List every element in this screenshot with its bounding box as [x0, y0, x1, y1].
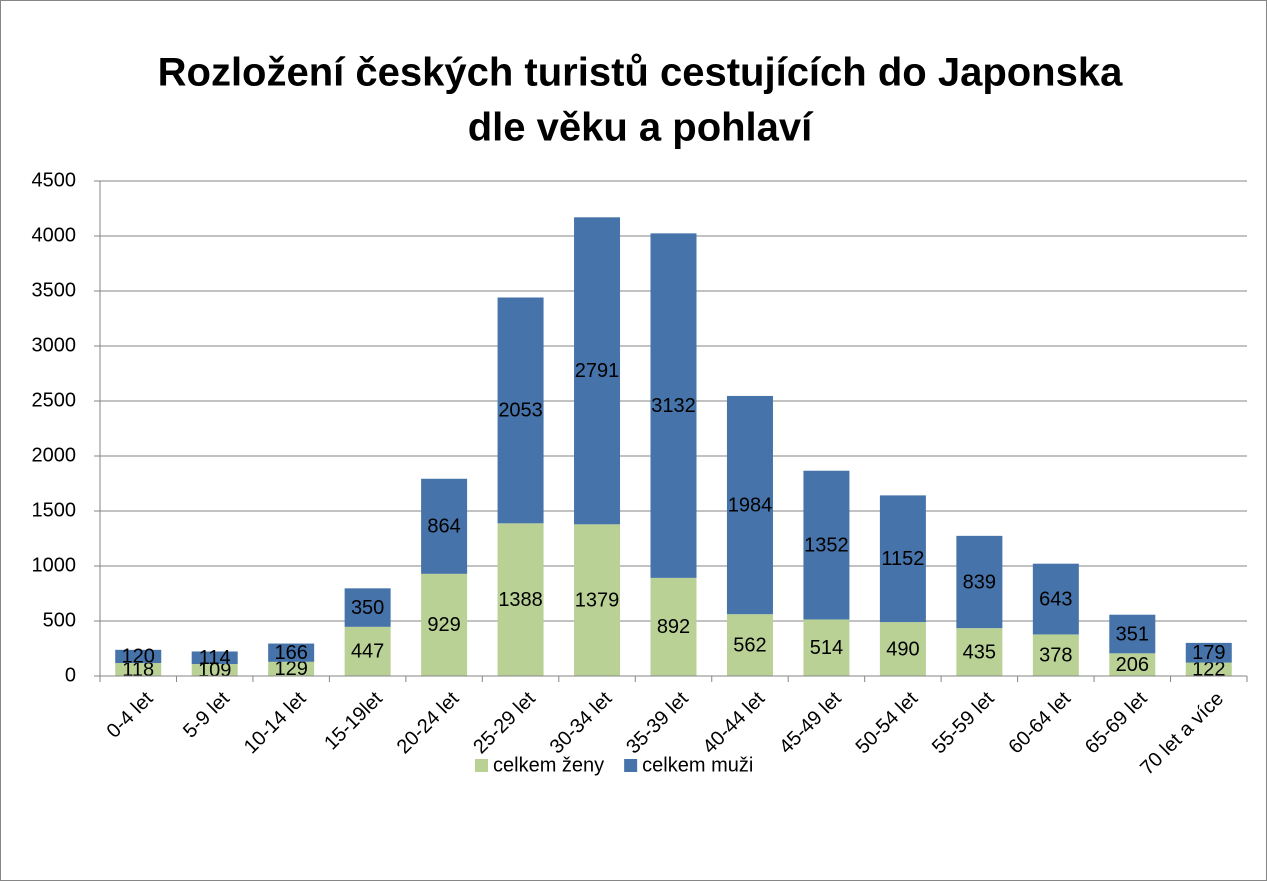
- bar: [650, 577, 697, 676]
- bar: [191, 664, 238, 676]
- data-label: 435: [963, 641, 996, 663]
- y-tick-label: 3500: [32, 279, 77, 301]
- y-tick-label: 3000: [32, 334, 77, 356]
- bar: [268, 661, 315, 676]
- legend-label: celkem ženy: [493, 754, 604, 776]
- data-label: 1152: [881, 548, 924, 570]
- data-label: 122: [1192, 659, 1225, 681]
- legend-swatch: [475, 759, 488, 772]
- data-label: 514: [810, 637, 843, 659]
- data-label: 1352: [804, 534, 849, 556]
- data-label: 839: [963, 571, 996, 593]
- bar: [1109, 653, 1156, 676]
- bar: [115, 649, 162, 664]
- bar: [268, 643, 315, 662]
- bar: [879, 622, 926, 676]
- bar: [497, 523, 544, 676]
- chart-title: dle věku a pohlaví: [468, 106, 814, 150]
- data-label: 179: [1192, 642, 1225, 664]
- bar: [191, 651, 238, 665]
- data-label: 114: [199, 647, 231, 669]
- data-label: 562: [733, 634, 766, 656]
- bar: [803, 619, 850, 676]
- data-label: 1984: [728, 494, 773, 516]
- bar: [1032, 563, 1079, 635]
- data-label: 929: [427, 614, 460, 636]
- y-tick-label: 1000: [32, 554, 77, 576]
- bar: [803, 470, 850, 620]
- data-label: 1379: [575, 589, 620, 611]
- data-label: 892: [657, 616, 690, 638]
- data-label: 378: [1039, 644, 1072, 666]
- data-label: 864: [427, 516, 460, 538]
- bar: [344, 588, 391, 627]
- data-label: 1388: [498, 589, 543, 611]
- bar: [115, 663, 162, 676]
- legend-swatch: [624, 759, 638, 772]
- y-tick-label: 500: [43, 609, 76, 631]
- bar: [421, 478, 468, 574]
- data-label: 643: [1039, 588, 1072, 610]
- data-label: 350: [351, 597, 384, 619]
- bar: [726, 614, 773, 676]
- data-label: 166: [274, 642, 307, 664]
- y-tick-label: 0: [65, 664, 76, 686]
- bar: [574, 524, 621, 676]
- bar: [650, 233, 697, 578]
- legend-label: celkem muži: [642, 754, 753, 776]
- bar: [574, 217, 621, 525]
- bar: [1185, 642, 1232, 663]
- bar: [956, 535, 1003, 629]
- y-tick-label: 2500: [32, 389, 77, 411]
- data-label: 447: [351, 641, 384, 663]
- data-label: 118: [122, 659, 154, 681]
- data-label: 490: [886, 638, 919, 660]
- bar: [1032, 634, 1079, 676]
- data-label: 3132: [651, 395, 696, 417]
- bar: [1109, 614, 1156, 654]
- data-label: 351: [1116, 623, 1149, 645]
- data-label: 2053: [498, 400, 543, 422]
- y-tick-label: 1500: [32, 499, 77, 521]
- y-tick-label: 2000: [32, 444, 77, 466]
- data-label: 120: [122, 646, 155, 668]
- y-tick-label: 4500: [32, 169, 77, 191]
- bar: [726, 395, 773, 615]
- data-label: 206: [1116, 654, 1149, 676]
- bar: [344, 626, 391, 676]
- bar: [1185, 662, 1232, 676]
- bar: [421, 573, 468, 676]
- bar: [497, 297, 544, 524]
- y-tick-label: 4000: [32, 224, 77, 246]
- chart-title: Rozložení českých turistů cestujících do…: [158, 51, 1123, 95]
- data-label: 2791: [575, 360, 620, 382]
- bar: [879, 495, 926, 623]
- bar: [956, 628, 1003, 676]
- data-label: 129: [274, 658, 307, 680]
